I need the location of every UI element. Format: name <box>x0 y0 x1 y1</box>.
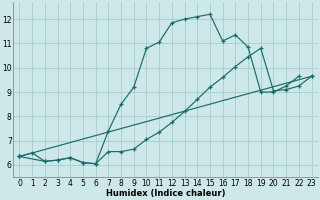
X-axis label: Humidex (Indice chaleur): Humidex (Indice chaleur) <box>106 189 225 198</box>
